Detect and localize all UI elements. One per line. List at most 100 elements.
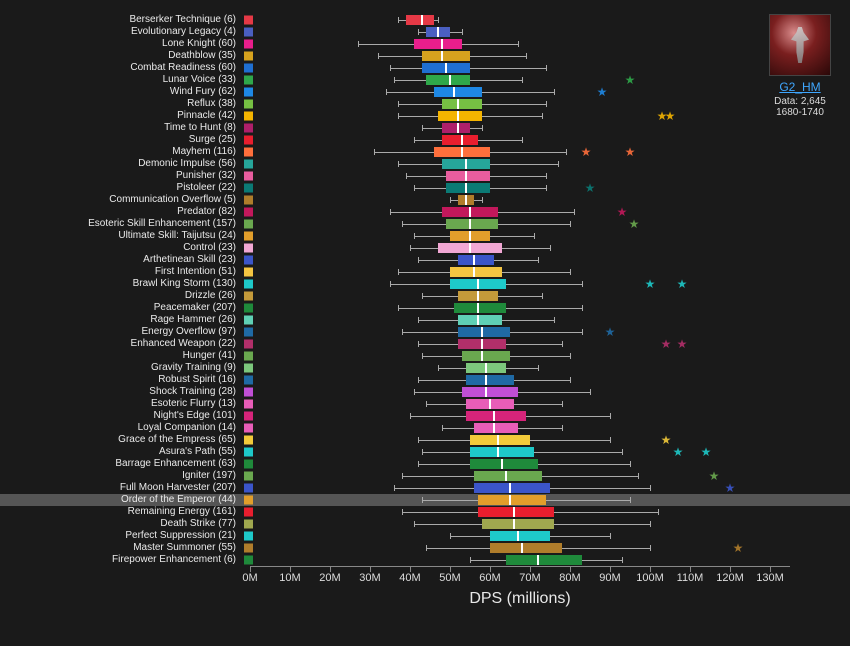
outlier-star: ★ — [677, 338, 688, 350]
whisker-cap — [610, 437, 611, 443]
whisker-cap — [398, 269, 399, 275]
median-line — [497, 447, 499, 457]
median-line — [485, 363, 487, 373]
whisker-cap — [630, 461, 631, 467]
whisker-cap — [582, 305, 583, 311]
whisker-cap — [418, 317, 419, 323]
y-label: Gravity Training (9) — [151, 362, 236, 374]
y-label: Robust Spirit (16) — [158, 374, 236, 386]
whisker-cap — [418, 461, 419, 467]
box — [478, 507, 554, 517]
y-label: Peacemaker (207) — [154, 302, 236, 314]
median-line — [465, 171, 467, 181]
outlier-star: ★ — [625, 74, 636, 86]
whisker-cap — [414, 233, 415, 239]
median-line — [461, 135, 463, 145]
whisker-cap — [422, 293, 423, 299]
whisker-cap — [378, 53, 379, 59]
whisker-cap — [630, 497, 631, 503]
y-label: Lone Knight (60) — [162, 38, 236, 50]
whisker-cap — [622, 449, 623, 455]
box — [442, 135, 478, 145]
series-swatch — [244, 184, 253, 193]
whisker-cap — [398, 17, 399, 23]
y-label: Esoteric Flurry (13) — [151, 398, 236, 410]
whisker-cap — [582, 329, 583, 335]
x-tick-label: 130M — [756, 572, 784, 584]
y-label: Night's Edge (101) — [153, 410, 236, 422]
outlier-star: ★ — [645, 278, 656, 290]
box — [426, 75, 470, 85]
whisker-cap — [390, 65, 391, 71]
series-swatch — [244, 412, 253, 421]
median-line — [481, 351, 483, 361]
whisker-cap — [418, 341, 419, 347]
median-line — [465, 159, 467, 169]
outlier-star: ★ — [665, 110, 676, 122]
chart-root: G2_HM Data: 2,645 1680-1740 0M10M20M30M4… — [0, 0, 850, 646]
box — [470, 459, 538, 469]
whisker-cap — [582, 281, 583, 287]
y-label: Time to Hunt (8) — [164, 122, 236, 134]
median-line — [481, 327, 483, 337]
y-label: Deathblow (35) — [168, 50, 236, 62]
median-line — [493, 411, 495, 421]
whisker-cap — [650, 545, 651, 551]
box — [474, 423, 518, 433]
whisker-cap — [482, 197, 483, 203]
y-label: Reflux (38) — [187, 98, 236, 110]
median-line — [489, 399, 491, 409]
whisker-cap — [526, 53, 527, 59]
box — [434, 87, 482, 97]
whisker-cap — [546, 185, 547, 191]
y-label: Lunar Voice (33) — [163, 74, 236, 86]
y-label: Asura's Path (55) — [159, 446, 236, 458]
y-label: Remaining Energy (161) — [128, 506, 236, 518]
outlier-star: ★ — [581, 146, 592, 158]
box — [442, 99, 482, 109]
whisker-cap — [522, 77, 523, 83]
box — [454, 303, 506, 313]
outlier-star: ★ — [597, 86, 608, 98]
box — [478, 495, 546, 505]
outlier-star: ★ — [585, 182, 596, 194]
info-title[interactable]: G2_HM — [760, 80, 840, 94]
series-swatch — [244, 364, 253, 373]
median-line — [457, 111, 459, 121]
box — [470, 435, 530, 445]
y-label: Control (23) — [183, 242, 236, 254]
series-swatch — [244, 424, 253, 433]
whisker-cap — [566, 149, 567, 155]
whisker-cap — [570, 221, 571, 227]
series-swatch — [244, 328, 253, 337]
series-swatch — [244, 88, 253, 97]
whisker-cap — [398, 113, 399, 119]
box — [490, 543, 562, 553]
series-swatch — [244, 484, 253, 493]
outlier-star: ★ — [661, 434, 672, 446]
whisker-cap — [570, 353, 571, 359]
whisker-cap — [650, 485, 651, 491]
box — [470, 447, 534, 457]
median-line — [469, 207, 471, 217]
median-line — [481, 339, 483, 349]
y-label: Berserker Technique (6) — [129, 14, 236, 26]
whisker-cap — [398, 305, 399, 311]
x-tick-label: 0M — [242, 572, 257, 584]
whisker-cap — [374, 149, 375, 155]
y-label: Punisher (32) — [176, 170, 236, 182]
whisker-cap — [538, 365, 539, 371]
series-swatch — [244, 352, 253, 361]
x-tick-label: 10M — [279, 572, 300, 584]
whisker-cap — [422, 497, 423, 503]
whisker-cap — [522, 137, 523, 143]
series-swatch — [244, 196, 253, 205]
median-line — [513, 519, 515, 529]
series-swatch — [244, 496, 253, 505]
series-swatch — [244, 316, 253, 325]
median-line — [505, 471, 507, 481]
y-label: Wind Fury (62) — [170, 86, 236, 98]
median-line — [473, 267, 475, 277]
outlier-star: ★ — [673, 446, 684, 458]
y-label: Full Moon Harvester (207) — [120, 482, 236, 494]
